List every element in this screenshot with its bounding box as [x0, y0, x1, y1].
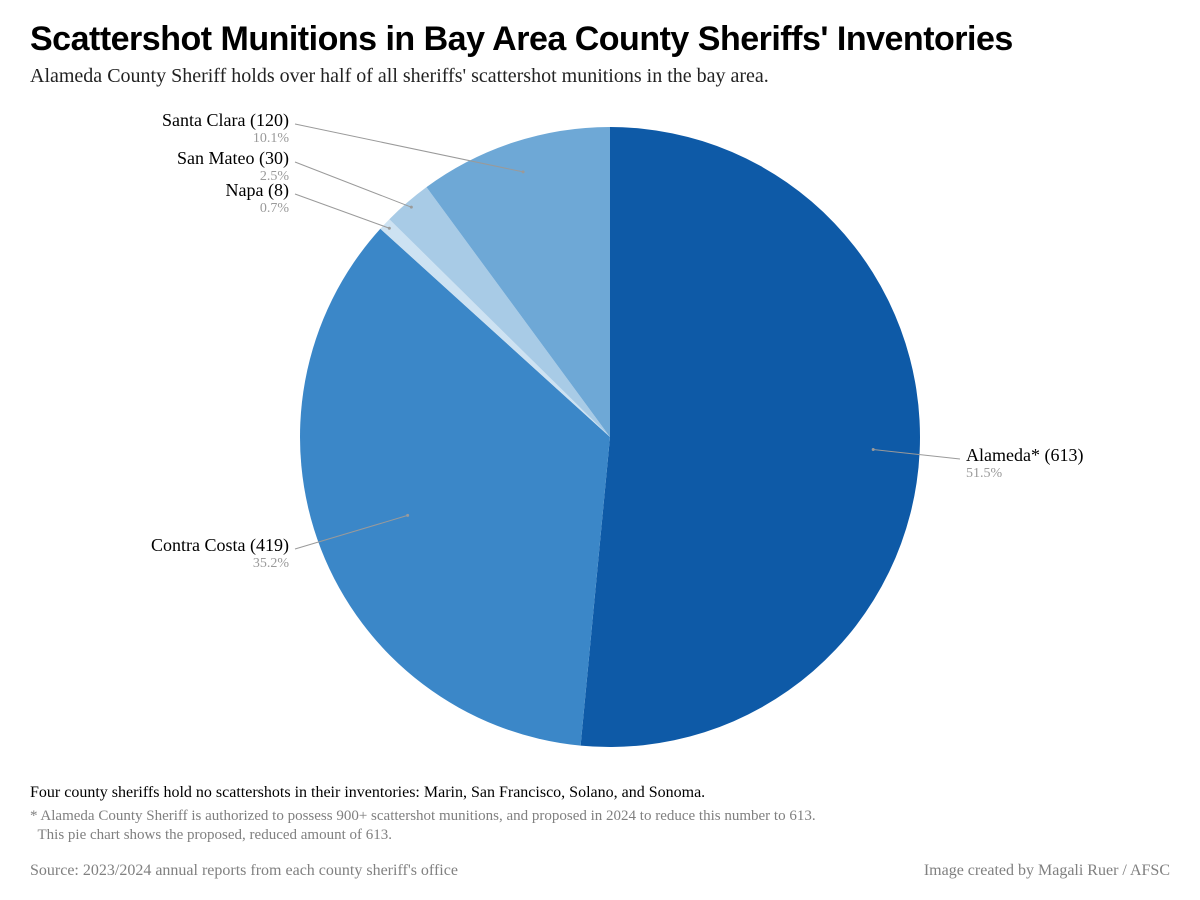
footer-author: Image created by Magali Ruer / AFSC [924, 862, 1170, 880]
footer-note-secondary-2: This pie chart shows the proposed, reduc… [30, 827, 1170, 844]
slice-label: Napa (8)0.7% [30, 180, 289, 217]
chart-subtitle: Alameda County Sheriff holds over half o… [30, 65, 1170, 88]
slice-label-pct: 51.5% [966, 466, 1083, 482]
chart-footer: Four county sheriffs hold no scattershot… [30, 784, 1170, 880]
pie-chart-stage: Alameda* (613)51.5% Contra Costa (419)35.… [30, 102, 1170, 762]
pie-slice [581, 127, 920, 747]
chart-title: Scattershot Munitions in Bay Area County… [30, 20, 1170, 59]
slice-label-name: Contra Costa (419) [30, 535, 289, 556]
slice-label: Alameda* (613)51.5% [966, 445, 1083, 482]
footer-note-primary: Four county sheriffs hold no scattershot… [30, 784, 1170, 802]
footer-source: Source: 2023/2024 annual reports from ea… [30, 862, 458, 880]
slice-label-pct: 35.2% [30, 556, 289, 572]
leader-line [295, 124, 523, 172]
slice-label: Santa Clara (120)10.1% [30, 110, 289, 147]
slice-label-name: Santa Clara (120) [30, 110, 289, 131]
leader-line [295, 194, 389, 228]
slice-label-name: Alameda* (613) [966, 445, 1083, 466]
slice-label: San Mateo (30)2.5% [30, 148, 289, 185]
footer-note-secondary-1: * Alameda County Sheriff is authorized t… [30, 808, 1170, 825]
slice-label-name: San Mateo (30) [30, 148, 289, 169]
slice-label-pct: 2.5% [30, 169, 289, 185]
slice-label-pct: 10.1% [30, 131, 289, 147]
slice-label: Contra Costa (419)35.2% [30, 535, 289, 572]
slice-label-pct: 0.7% [30, 201, 289, 217]
